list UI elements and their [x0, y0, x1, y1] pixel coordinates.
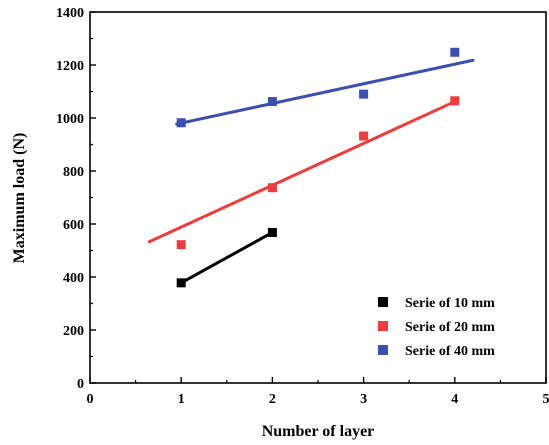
- x-tick-label: 5: [543, 392, 549, 407]
- data-point-series-2: [176, 118, 186, 128]
- data-point-series-1: [267, 183, 277, 193]
- fit-line-series-1: [147, 100, 457, 244]
- y-tick-label: 1200: [56, 59, 84, 74]
- data-point-series-2: [450, 47, 460, 57]
- x-tick-label: 2: [269, 392, 276, 407]
- data-point-series-2: [267, 97, 277, 107]
- y-tick-label: 0: [77, 377, 84, 392]
- legend: Serie of 10 mm Serie of 20 mm Serie of 40 …: [378, 296, 495, 359]
- data-points: [176, 47, 460, 288]
- x-tick-label: 1: [178, 392, 185, 407]
- axes: 0 1 2 3 4 5 0 200 400 600 800 1000 1200 1400: [56, 6, 549, 407]
- y-tick-label: 600: [63, 218, 84, 233]
- legend-marker: [378, 297, 388, 307]
- legend-label: Serie of 20 mm: [405, 320, 495, 335]
- y-tick-label: 800: [63, 165, 84, 180]
- data-point-series-0: [176, 278, 186, 288]
- fit-lines: [147, 58, 475, 285]
- data-point-series-0: [267, 227, 277, 237]
- fit-line-series-0: [179, 230, 274, 285]
- y-axis-title: Maximum load (N): [11, 133, 28, 264]
- y-tick-label: 1400: [56, 6, 84, 21]
- data-point-series-1: [176, 240, 186, 250]
- legend-label: Serie of 10 mm: [405, 296, 495, 311]
- data-point-series-1: [359, 131, 369, 141]
- y-tick-label: 400: [63, 271, 84, 286]
- y-tick-label: 1000: [56, 112, 84, 127]
- x-tick-label: 3: [360, 392, 367, 407]
- legend-marker: [378, 345, 388, 355]
- x-tick-label: 0: [87, 392, 94, 407]
- data-point-series-1: [450, 96, 460, 106]
- data-point-series-2: [359, 89, 369, 99]
- x-axis-title: Number of layer: [262, 423, 375, 440]
- x-tick-label: 4: [451, 392, 458, 407]
- legend-marker: [378, 321, 388, 331]
- legend-label: Serie of 40 mm: [405, 344, 495, 359]
- y-tick-label: 200: [63, 324, 84, 339]
- fit-line-series-2: [175, 58, 475, 126]
